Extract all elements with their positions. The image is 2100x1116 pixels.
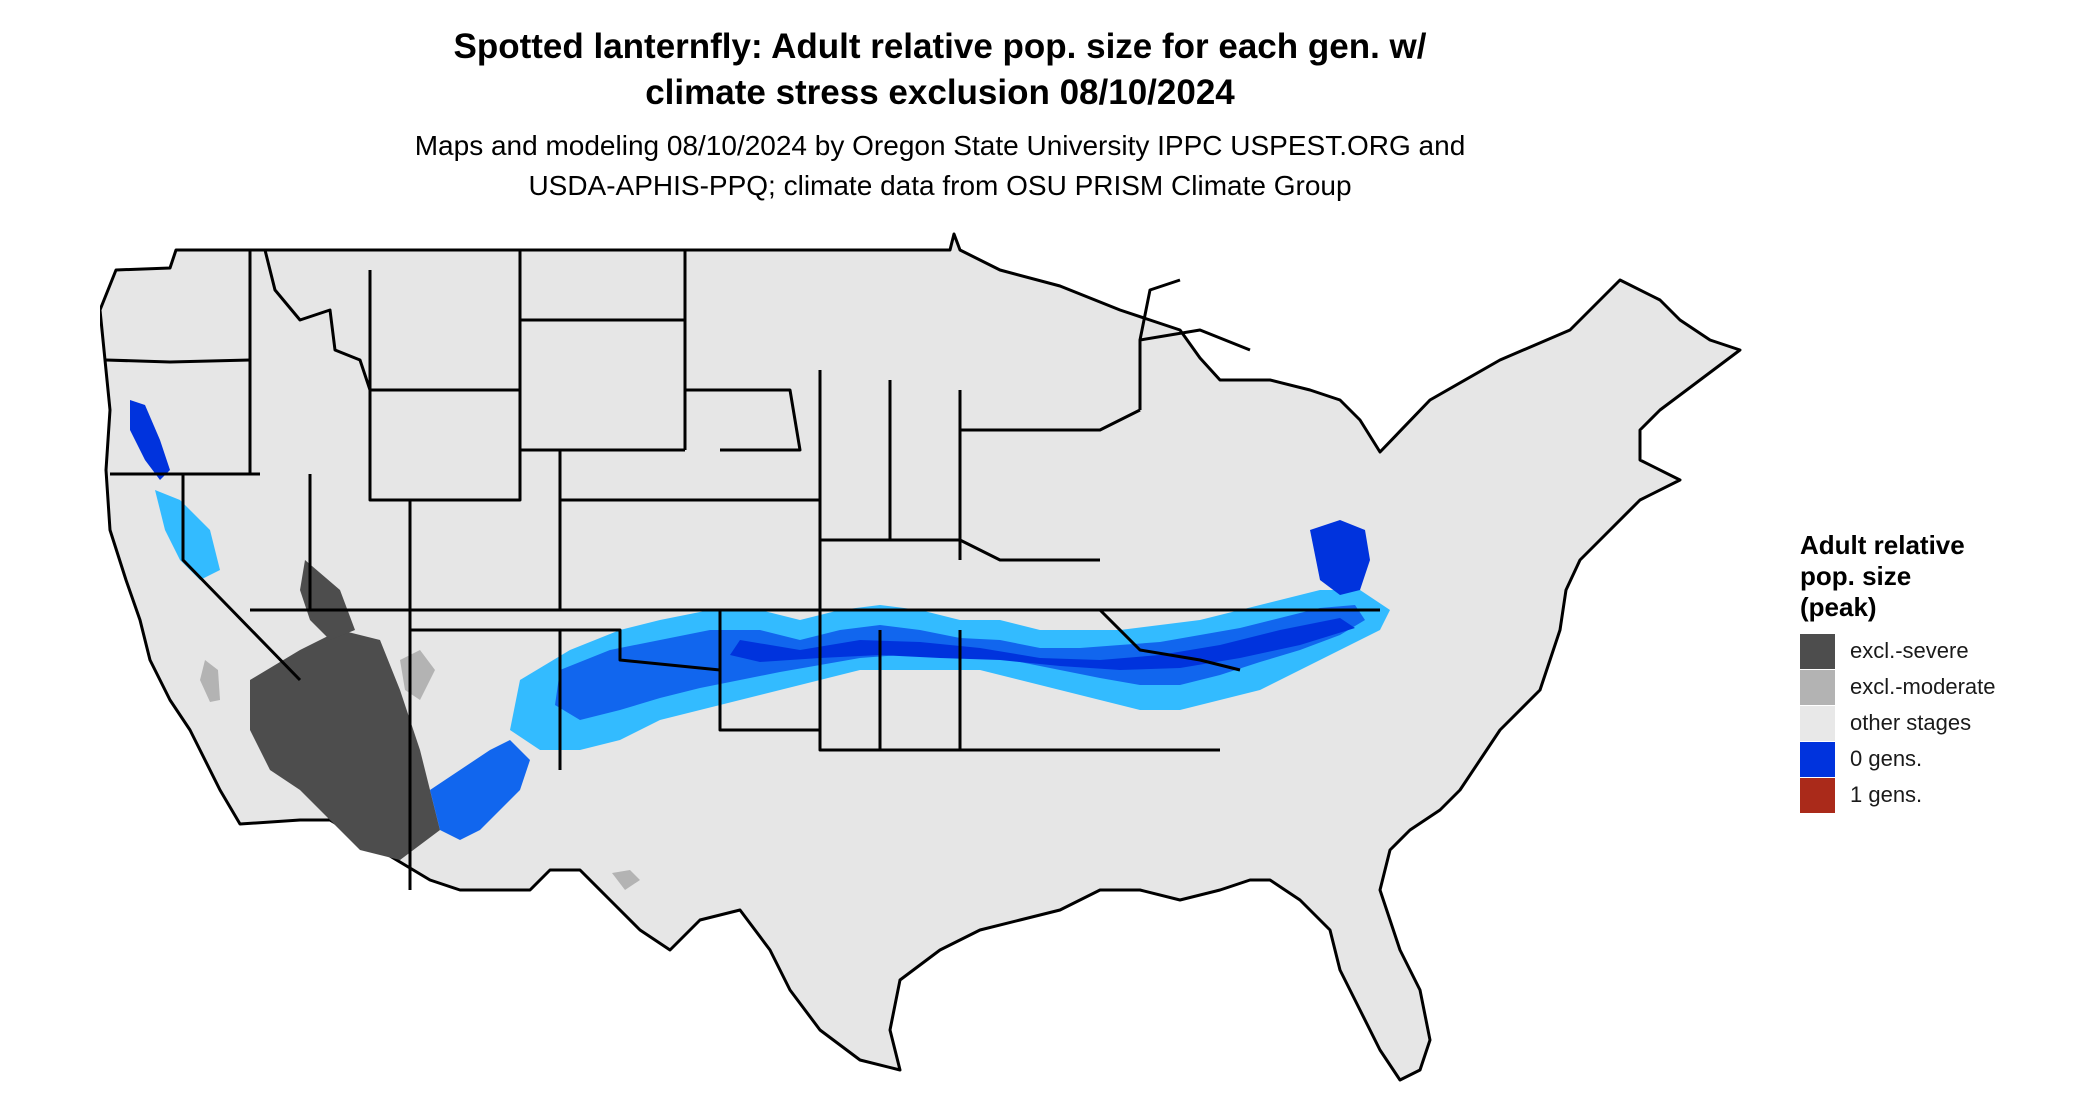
excl-moderate-california [200, 660, 220, 702]
legend-swatch [1800, 741, 1835, 777]
legend-item-excl-moderate: excl.-moderate [1800, 669, 2090, 705]
excl-moderate-texas [612, 870, 640, 890]
border-new-england [1138, 328, 1251, 410]
border-mo [720, 498, 822, 612]
legend-title-line-3: (peak) [1800, 592, 1877, 622]
border-ia [685, 388, 802, 452]
state-boundaries [105, 249, 1380, 890]
legend-item-other-stages: other stages [1800, 705, 2090, 741]
border-ok-tx [560, 628, 721, 672]
border-pa-ny [960, 408, 1141, 432]
legend-label: 0 gens. [1850, 746, 1923, 771]
legend-swatch [1800, 705, 1835, 741]
map-legend: Adult relative pop. size (peak) excl.-se… [1800, 530, 2090, 813]
legend-swatch [1800, 633, 1835, 669]
blue-california [130, 400, 170, 480]
legend-label: excl.-severe [1850, 638, 1969, 663]
legend-title-line-1: Adult relative [1800, 530, 1965, 560]
excl-severe-regions [250, 560, 440, 860]
border-ny-ne [1138, 278, 1181, 341]
blue-new-mexico-texas [430, 740, 530, 840]
legend-label: 1 gens. [1850, 782, 1923, 807]
title-line-1: Spotted lanternfly: Adult relative pop. … [453, 27, 1427, 66]
legend-item-0-gens: 0 gens. [1800, 741, 2090, 777]
blue-light-california [155, 490, 220, 580]
legend-title: Adult relative pop. size (peak) [1800, 530, 2090, 623]
legend-label: other stages [1850, 710, 1972, 735]
border-al-ga [878, 630, 962, 752]
legend-item-excl-severe: excl.-severe [1800, 633, 2090, 669]
border-wa-or [105, 358, 251, 364]
border-id-mt [263, 249, 372, 391]
border-ca-nv [181, 474, 302, 682]
blue-mid-southeast [555, 605, 1365, 720]
blue-dark-southeast [730, 618, 1355, 670]
blue-0-gens-regions [130, 400, 1390, 840]
excl-severe-nevada [300, 560, 355, 640]
title-line-2: climate stress exclusion 08/10/2024 [645, 73, 1235, 112]
legend-label: excl.-moderate [1850, 674, 1996, 699]
legend-item-1-gens: 1 gens. [1800, 777, 2090, 813]
border-nm-tx [408, 610, 562, 770]
legend-swatch [1800, 669, 1835, 705]
legend-swatch [1800, 777, 1835, 813]
us-map [100, 232, 1742, 1082]
map-subtitle: Maps and modeling 08/10/2024 by Oregon S… [0, 126, 1880, 206]
subtitle-line-1: Maps and modeling 08/10/2024 by Oregon S… [414, 130, 1466, 161]
border-ne-ks [410, 448, 720, 502]
excl-severe-arizona [250, 630, 440, 860]
border-nc-sc [1098, 608, 1241, 672]
subtitle-line-2: USDA-APHIS-PPQ; climate data from OSU PR… [528, 170, 1352, 201]
blue-mid-atlantic [1310, 520, 1370, 595]
map-title: Spotted lanternfly: Adult relative pop. … [0, 24, 1880, 116]
legend-title-line-2: pop. size [1800, 561, 1912, 591]
